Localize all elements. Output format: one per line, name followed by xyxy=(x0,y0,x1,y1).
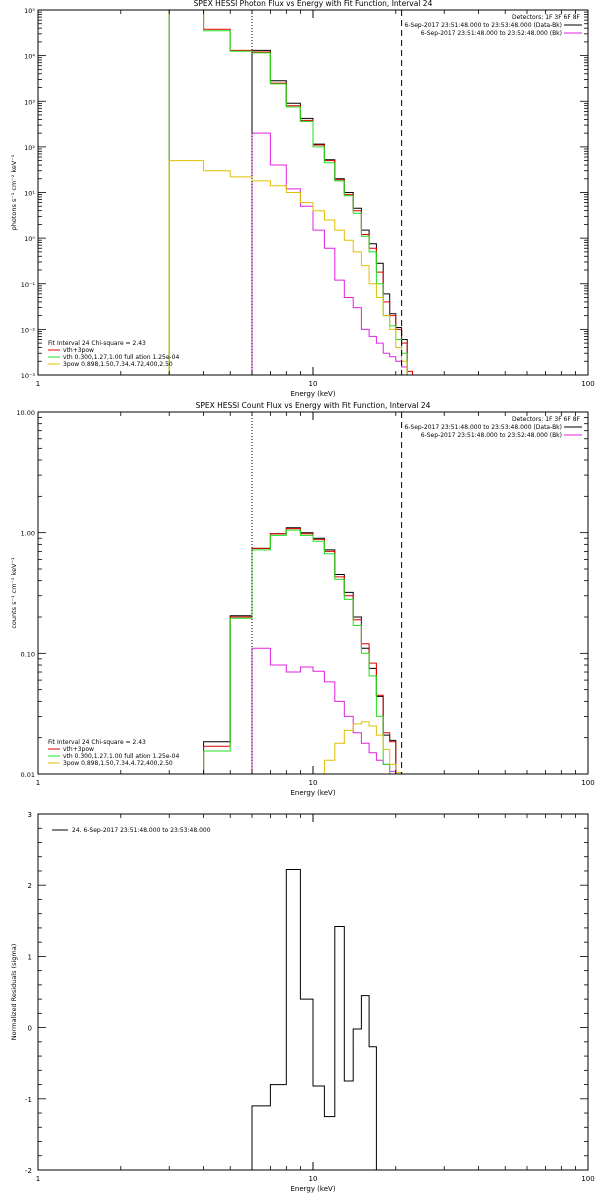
chart1-ylabel: photons s⁻¹ cm⁻² keV⁻¹ xyxy=(10,154,18,230)
chart2-xtick-label: 100 xyxy=(581,779,594,787)
chart2-xtick-label: 1 xyxy=(36,779,40,787)
chart1-ytick-label: 10² xyxy=(24,144,35,152)
chart3-data-group xyxy=(251,869,377,1170)
chart2-ylabel: counts s⁻¹ cm⁻² keV⁻¹ xyxy=(10,557,18,629)
chart2-fit-legend-entry-1: vth 0.300,1.27,1.00 full ation 1.25e-04 xyxy=(63,753,179,760)
chart1-series-0 xyxy=(251,49,408,375)
chart1-frame xyxy=(37,9,589,376)
chart3-ytick-label: 2 xyxy=(28,882,32,890)
chart1-legend-header: Detectors: 1F 3F 6F 8F xyxy=(512,14,581,21)
chart1-title: SPEX HESSI Photon Flux vs Energy with Fi… xyxy=(194,0,433,8)
chart1-ytick-label: 10¹ xyxy=(24,190,35,198)
chart1-ytick-label: 10³ xyxy=(24,98,35,106)
chart3-xtick-label: 100 xyxy=(581,1175,594,1183)
chart2-legend-entry-0: 6-Sep-2017 23:51:48.000 to 23:53:48.000 … xyxy=(404,424,562,431)
chart1-fit-legend-entry-2: 3pow 0.898,1.50,7.34,4.72,400,2.50 xyxy=(63,361,173,368)
chart1-xtick-label: 10 xyxy=(309,380,318,388)
chart3-frame xyxy=(37,813,589,1171)
chart2-ytick-label: 10.00 xyxy=(16,409,35,417)
chart2-series-0 xyxy=(203,527,397,774)
chart3-series-0 xyxy=(251,869,377,1170)
chart1-xlabel: Energy (keV) xyxy=(290,390,335,398)
chart2-series-4 xyxy=(300,721,403,774)
chart2-series-2 xyxy=(203,528,403,774)
chart3-xtick-label: 10 xyxy=(309,1175,318,1183)
chart3-xtick-label: 1 xyxy=(36,1175,40,1183)
chart2-legend-entry-1: 6-Sep-2017 23:51:48.000 to 23:52:48.000 … xyxy=(421,432,562,439)
chart2-xtick-label: 10 xyxy=(309,779,318,787)
chart1-ytick-label: 10⁵ xyxy=(24,7,35,15)
chart1-legend-entry-1: 6-Sep-2017 23:51:48.000 to 23:52:48.000 … xyxy=(421,30,562,37)
chart3-ylabel: Normalized Residuals (sigma) xyxy=(10,944,18,1041)
chart2-data-group xyxy=(203,527,403,774)
chart1-xtick-label: 1 xyxy=(36,380,40,388)
chart2-title: SPEX HESSI Count Flux vs Energy with Fit… xyxy=(196,401,431,410)
chart2-ytick-label: 1.00 xyxy=(21,530,35,538)
chart1-ytick-label: 10⁻³ xyxy=(21,372,36,380)
chart1-ytick-label: 10⁰ xyxy=(24,235,35,243)
chart2-frame xyxy=(37,411,589,775)
chart1-fit-legend-header: Fit Interval 24 Chi-square = 2.43 xyxy=(48,340,146,347)
chart3-ytick-label: 1 xyxy=(28,953,32,961)
chart3-legend-entry-0: 24. 6-Sep-2017 23:51:48.000 to 23:53:48.… xyxy=(72,827,211,834)
chart2-fit-legend-entry-2: 3pow 0.898,1.50,7.34,4.72,400,2.50 xyxy=(63,760,173,767)
chart1-data-group xyxy=(168,10,413,375)
chart1-series-4 xyxy=(168,160,413,375)
chart2-series-1 xyxy=(251,647,397,774)
chart3-ytick-label: -2 xyxy=(25,1167,32,1175)
chart1-fit-legend-entry-1: vth 0.300,1.27,1.00 full ation 1.25e-04 xyxy=(63,354,179,361)
chart2-fit-legend-header: Fit Interval 24 Chi-square = 2.43 xyxy=(48,739,146,746)
chart3-xlabel: Energy (keV) xyxy=(290,1185,335,1193)
chart2-fit-legend-entry-0: vth+3pow xyxy=(63,746,94,753)
chart1-xtick-label: 100 xyxy=(581,380,594,388)
chart3-ytick-label: -1 xyxy=(25,1096,32,1104)
chart2-legend-header: Detectors: 1F 3F 6F 8F xyxy=(512,416,581,423)
chart1-series-1 xyxy=(251,132,408,375)
chart1-legend-entry-0: 6-Sep-2017 23:51:48.000 to 23:53:48.000 … xyxy=(404,22,562,29)
chart1-ytick-label: 10⁻² xyxy=(21,326,36,334)
chart2-series-3 xyxy=(203,529,402,774)
chart1-ytick-label: 10⁴ xyxy=(24,53,35,61)
chart1-fit-legend-entry-0: vth+3pow xyxy=(63,347,94,354)
chart2-xlabel: Energy (keV) xyxy=(290,789,335,797)
chart3-ytick-label: 3 xyxy=(28,811,32,819)
chart3-ytick-label: 0 xyxy=(28,1025,32,1033)
chart1-ytick-label: 10⁻¹ xyxy=(21,281,36,289)
chart2-ytick-label: 0.01 xyxy=(21,771,35,779)
chart2-ytick-label: 0.10 xyxy=(21,650,35,658)
